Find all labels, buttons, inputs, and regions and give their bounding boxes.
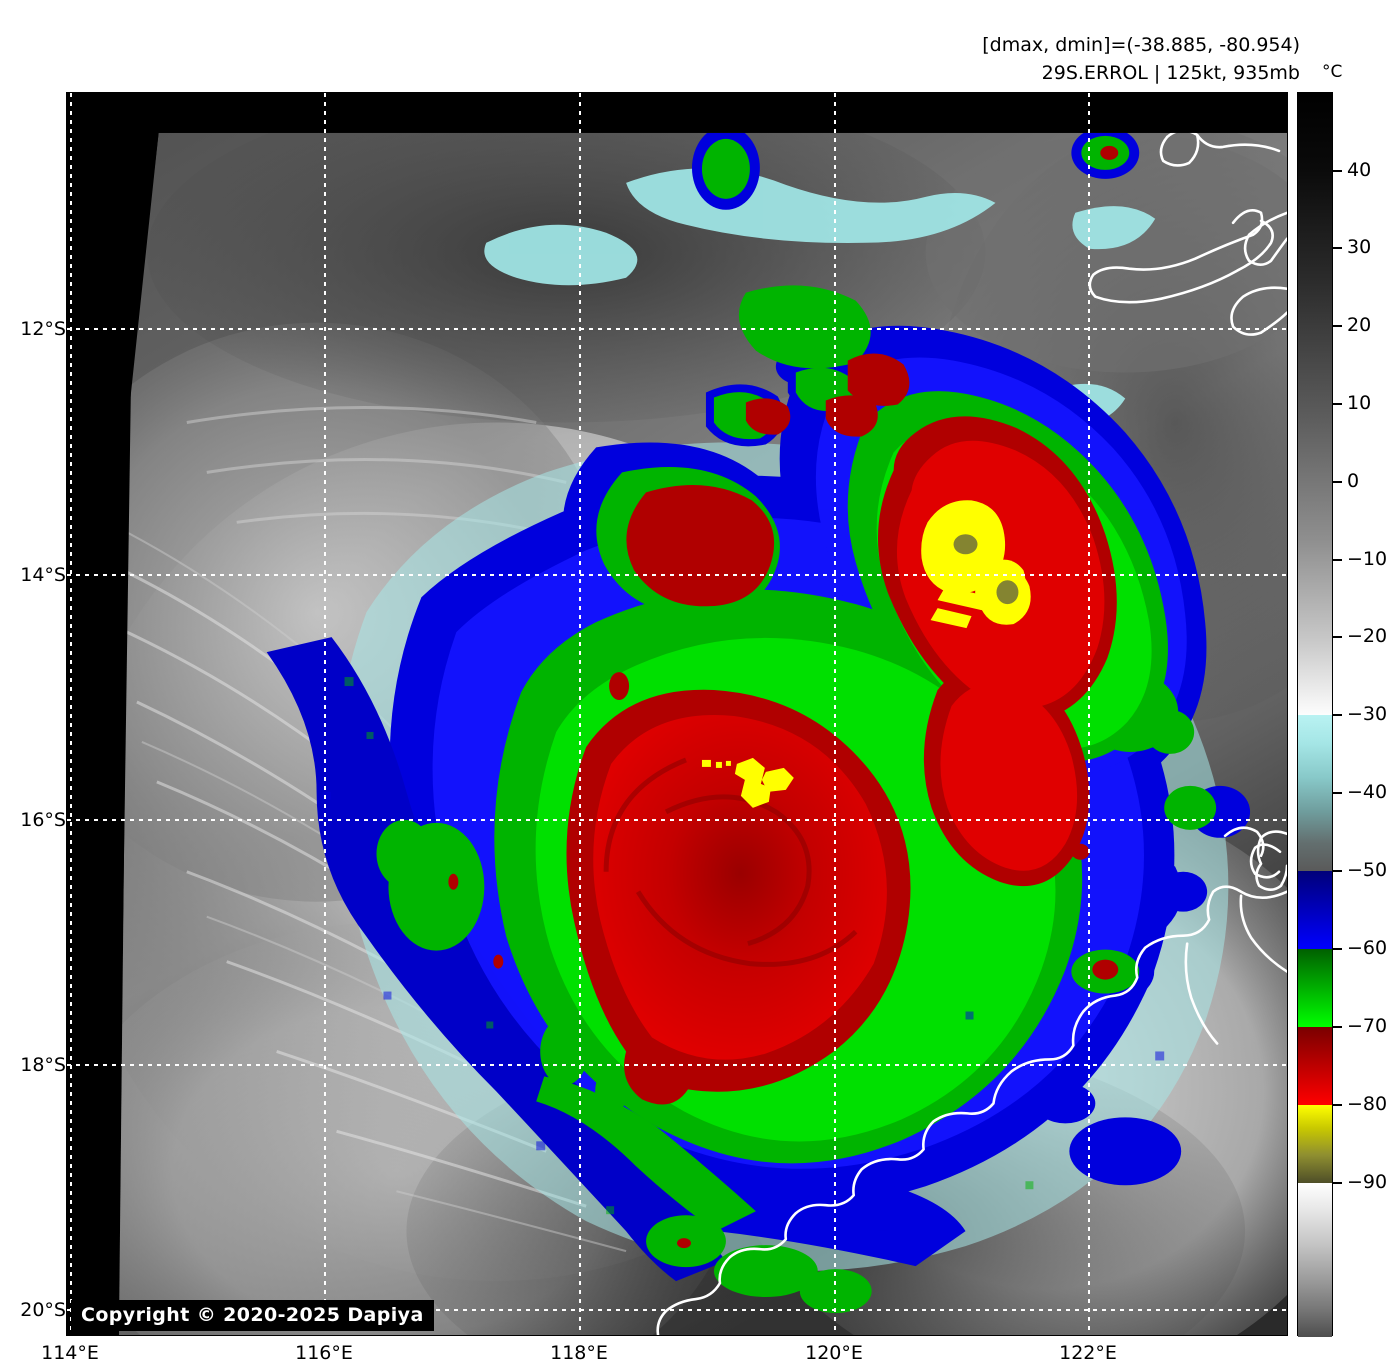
colorbar-gradient-strip — [1297, 92, 1333, 1337]
cbar-seg-white-gray — [1298, 1183, 1332, 1337]
cbar-seg-grayscale-warm — [1298, 93, 1332, 715]
cbar-tick-minus90 — [1333, 1182, 1342, 1184]
lon-tick-120E: 120°E — [805, 1342, 863, 1364]
lat-tick-16S: 16°S — [20, 809, 66, 831]
infrared-brightness-temperature-raster — [67, 93, 1287, 1335]
cbar-tick-0 — [1333, 481, 1342, 483]
cbar-tick-10 — [1333, 403, 1342, 405]
cbar-seg-blue — [1298, 871, 1332, 949]
cbar-label-minus30: −30 — [1347, 703, 1388, 725]
cbar-label-0: 0 — [1347, 470, 1360, 492]
cbar-label-minus50: −50 — [1347, 859, 1388, 881]
satellite-image-plot[interactable]: Copyright © 2020-2025 Dapiya — [66, 92, 1288, 1336]
cbar-label-20: 20 — [1347, 314, 1372, 336]
cbar-label-minus80: −80 — [1347, 1093, 1388, 1115]
copyright-badge: Copyright © 2020-2025 Dapiya — [71, 1300, 434, 1331]
colorbar-unit-label: °C — [1322, 62, 1343, 82]
lat-tick-14S: 14°S — [20, 564, 66, 586]
lat-tick-18S: 18°S — [20, 1054, 66, 1076]
cbar-tick-minus70 — [1333, 1026, 1342, 1028]
cbar-label-minus40: −40 — [1347, 781, 1388, 803]
cbar-tick-minus40 — [1333, 792, 1342, 794]
storm-info: 29S.ERROL | 125kt, 935mb — [1041, 61, 1300, 84]
cbar-tick-40 — [1333, 170, 1342, 172]
header-right-block: [dmax, dmin]=(-38.885, -80.954) 29S.ERRO… — [982, 32, 1300, 87]
cbar-label-30: 30 — [1347, 236, 1372, 258]
cbar-tick-minus50 — [1333, 870, 1342, 872]
cbar-label-10: 10 — [1347, 392, 1372, 414]
cbar-seg-cyan-gray — [1298, 715, 1332, 871]
lon-tick-116E: 116°E — [295, 1342, 353, 1364]
cbar-tick-minus20 — [1333, 636, 1342, 638]
cbar-tick-minus80 — [1333, 1104, 1342, 1106]
cbar-tick-20 — [1333, 325, 1342, 327]
lat-tick-12S: 12°S — [20, 318, 66, 340]
cbar-label-40: 40 — [1347, 159, 1372, 181]
cbar-tick-minus60 — [1333, 948, 1342, 950]
cbar-label-minus10: −10 — [1347, 548, 1388, 570]
cbar-seg-red — [1298, 1027, 1332, 1105]
lat-tick-20S: 20°S — [20, 1299, 66, 1321]
lon-tick-118E: 118°E — [550, 1342, 608, 1364]
data-minmax: [dmax, dmin]=(-38.885, -80.954) — [982, 34, 1300, 56]
cbar-label-minus90: −90 — [1347, 1171, 1388, 1193]
cbar-seg-green — [1298, 949, 1332, 1027]
lon-tick-122E: 122°E — [1059, 1342, 1117, 1364]
cbar-label-minus20: −20 — [1347, 625, 1388, 647]
lon-tick-114E: 114°E — [41, 1342, 99, 1364]
cbar-tick-minus30 — [1333, 714, 1342, 716]
cbar-label-minus70: −70 — [1347, 1015, 1388, 1037]
cbar-seg-yellow-olive — [1298, 1105, 1332, 1183]
cbar-tick-30 — [1333, 247, 1342, 249]
temperature-colorbar[interactable]: 40 30 20 10 0 −10 −20 −30 −40 −50 −60 −7… — [1297, 92, 1387, 1337]
cbar-label-minus60: −60 — [1347, 937, 1388, 959]
cbar-tick-minus10 — [1333, 559, 1342, 561]
